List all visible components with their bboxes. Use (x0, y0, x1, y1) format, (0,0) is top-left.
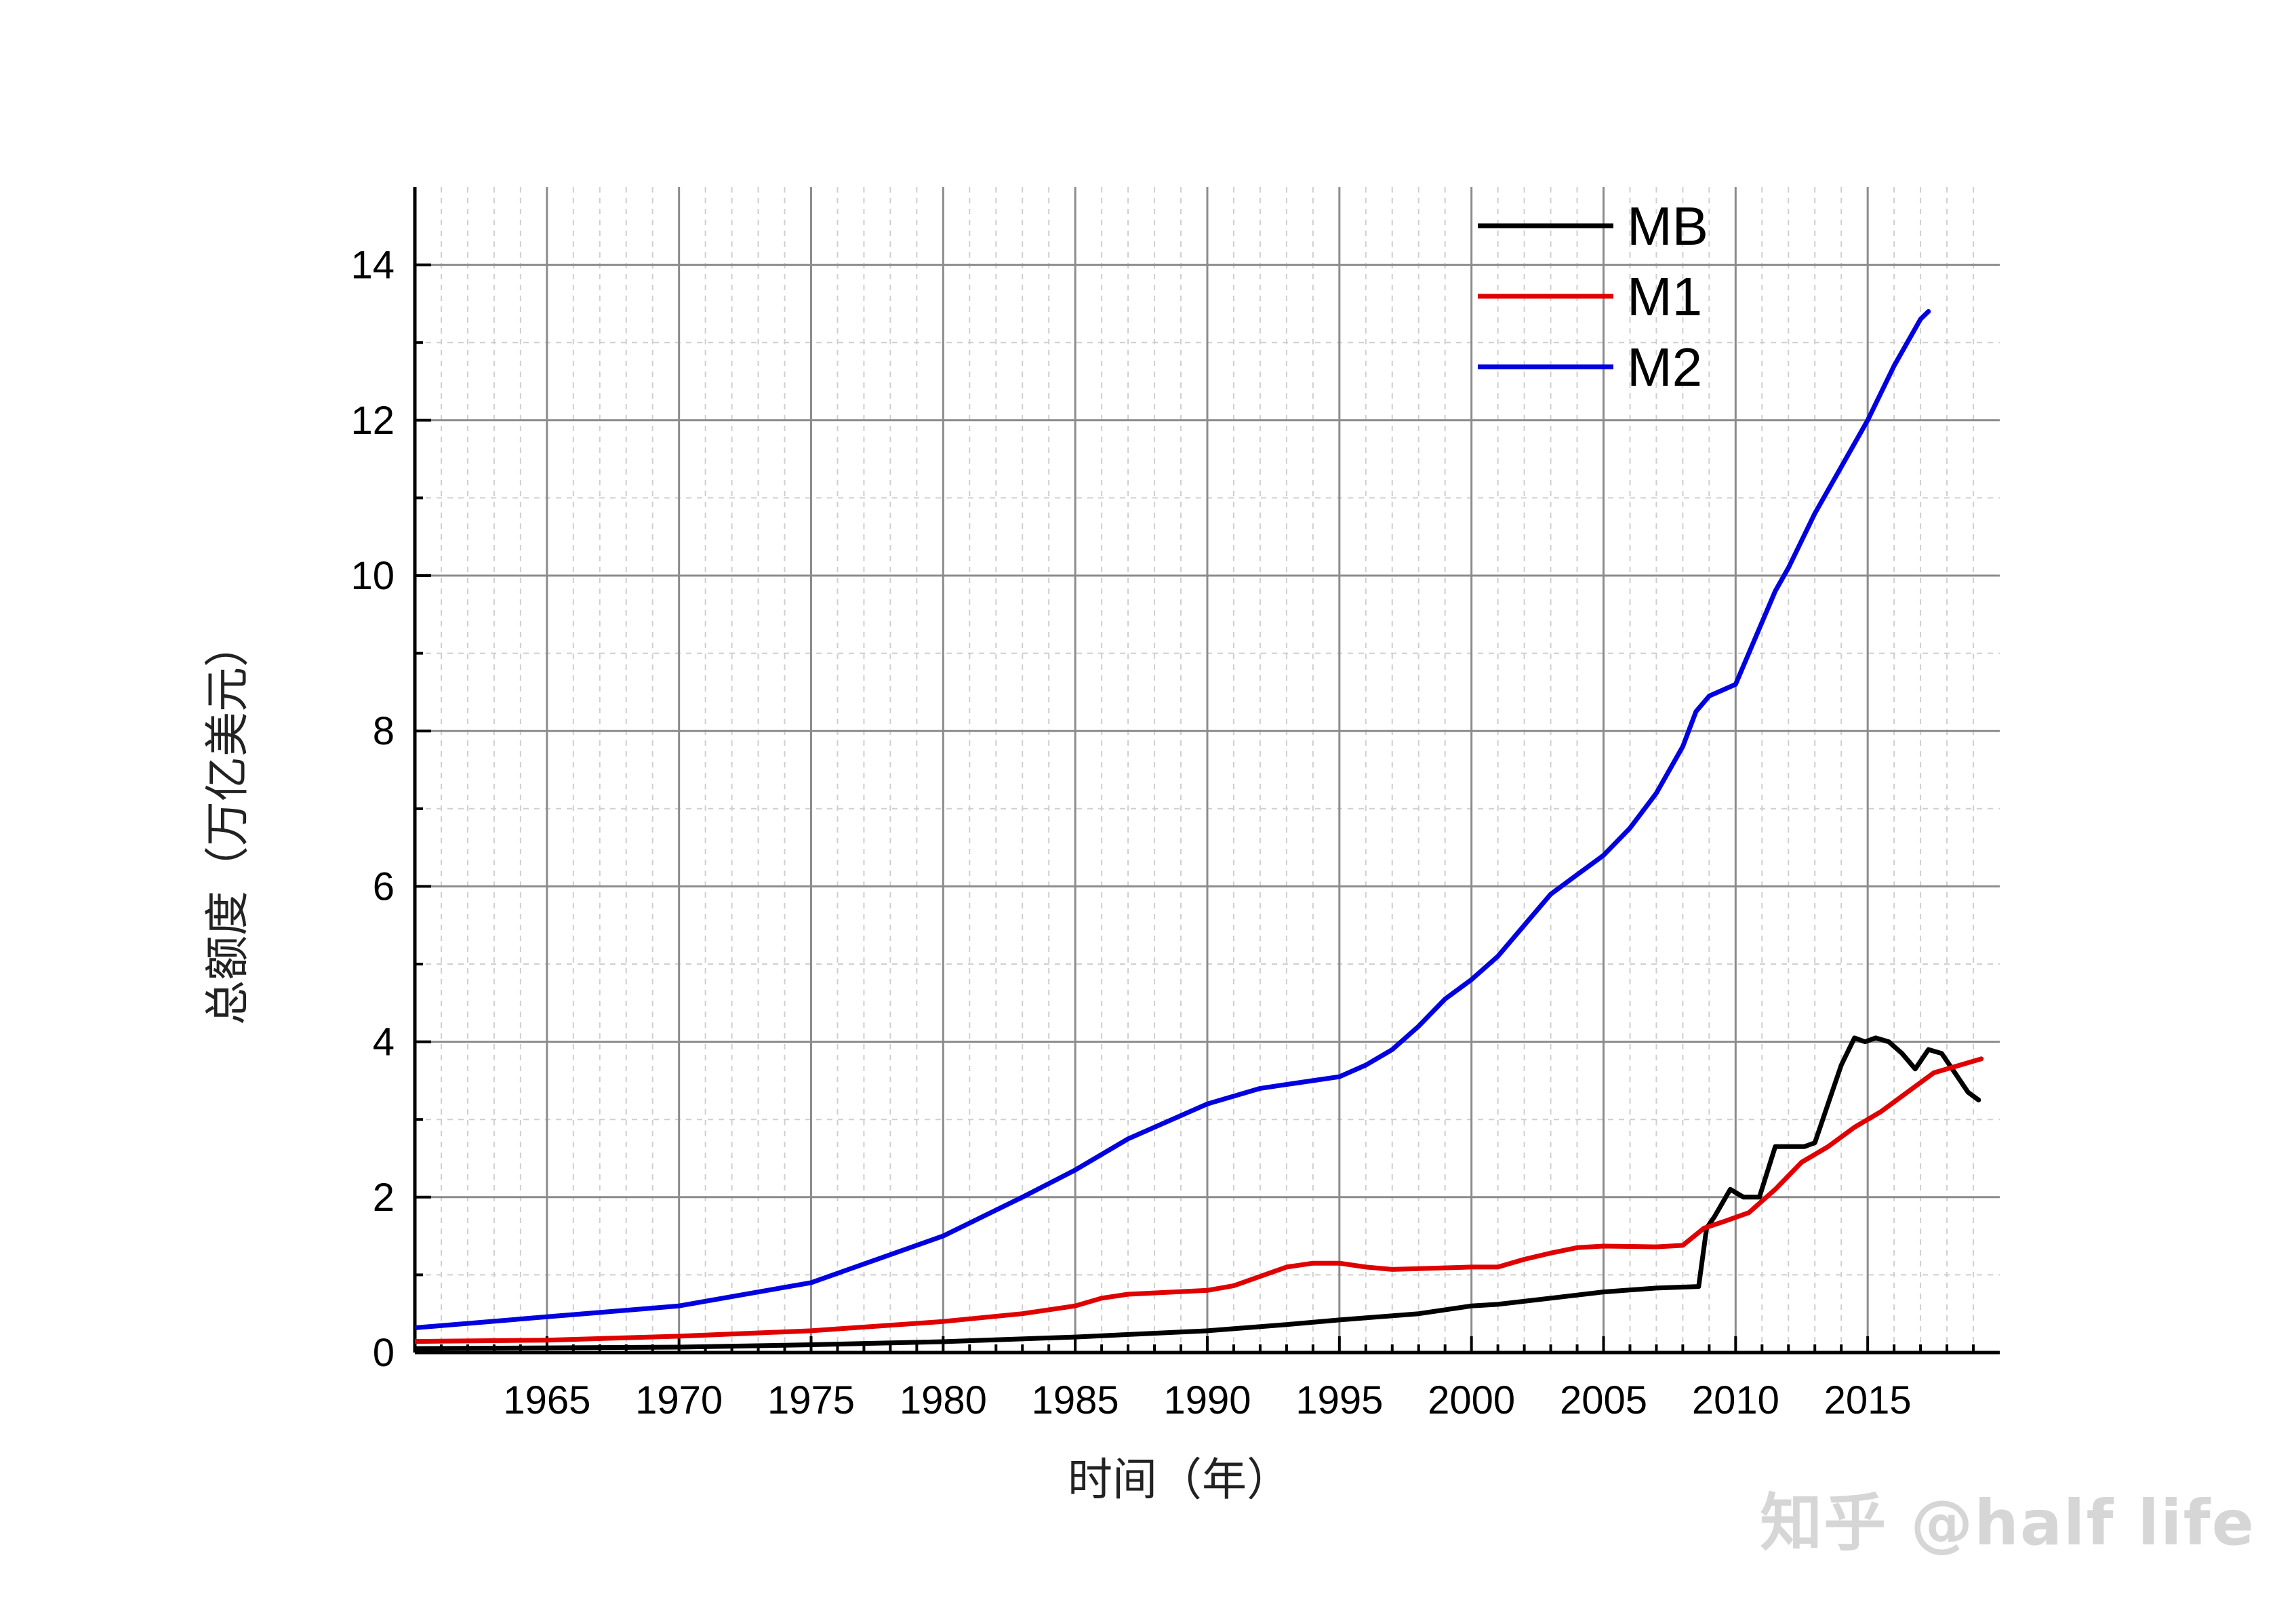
series-layer (415, 308, 1984, 1351)
x-tick-label: 1975 (767, 1378, 855, 1422)
y-tick-label: 4 (373, 1020, 395, 1064)
y-tick-label: 8 (373, 709, 395, 753)
y-axis-ticks: 0 2 4 6 8 10 12 14 (350, 243, 431, 1375)
x-tick-label: 2010 (1692, 1378, 1779, 1422)
x-tick-label: 1985 (1032, 1378, 1119, 1422)
legend-label-m1: M1 (1627, 266, 1702, 327)
x-tick-label: 1980 (900, 1378, 987, 1422)
x-tick-label: 2000 (1428, 1378, 1515, 1422)
y-tick-label: 6 (373, 864, 395, 908)
x-tick-label: 2005 (1560, 1378, 1647, 1422)
x-tick-label: 1965 (503, 1378, 590, 1422)
y-axis-title: 总额度（万亿美元） (201, 622, 254, 1025)
y-tick-label: 10 (350, 554, 395, 598)
x-axis-ticks: 1965 1970 1975 1980 1985 1990 1995 2000 2005 2010… (439, 1336, 1975, 1422)
x-tick-label: 1995 (1295, 1378, 1383, 1422)
y-tick-label: 12 (350, 399, 395, 443)
x-axis-title: 时间（年） (1068, 1454, 1291, 1506)
y-tick-label: 14 (350, 243, 395, 287)
legend-label-mb: MB (1627, 196, 1708, 256)
series-line-mb (415, 1035, 1981, 1351)
y-tick-label: 2 (373, 1176, 395, 1220)
x-tick-label: 2015 (1824, 1378, 1912, 1422)
watermark: 知乎 @half life (1760, 1487, 2255, 1559)
y-tick-label: 0 (373, 1331, 395, 1375)
legend-label-m2: M2 (1627, 337, 1702, 397)
series-line-m1 (415, 1056, 1984, 1344)
x-tick-label: 1990 (1163, 1378, 1251, 1422)
series-line-m2 (415, 308, 1931, 1331)
legend: MB M1 M2 (1478, 196, 1708, 397)
x-tick-label: 1970 (635, 1378, 723, 1422)
grid (415, 187, 2000, 1353)
